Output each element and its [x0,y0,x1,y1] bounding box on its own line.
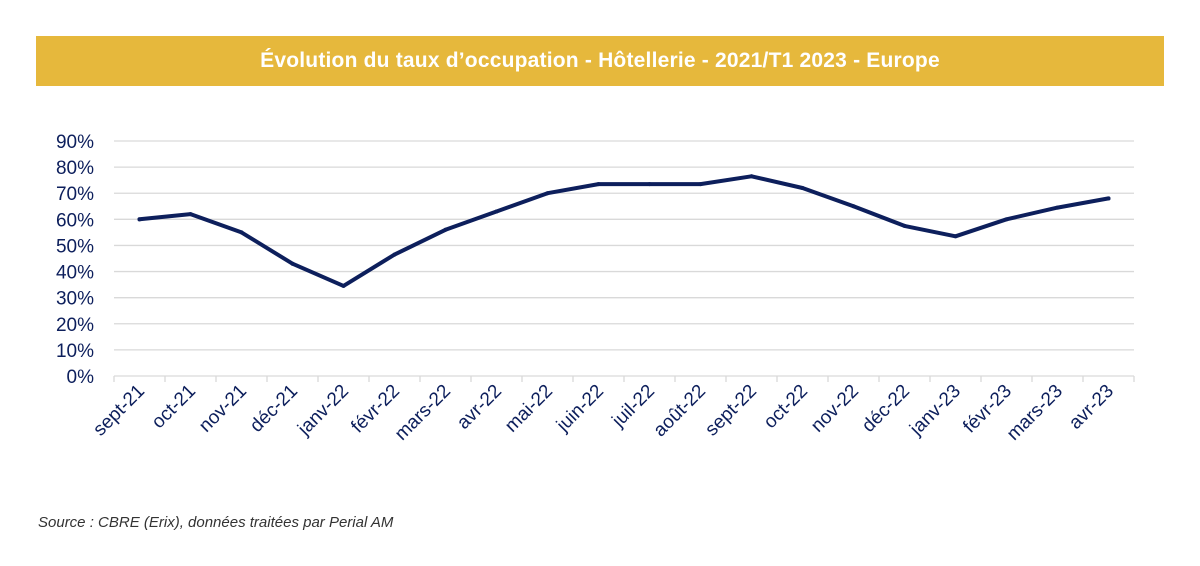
x-tick-label: nov-21 [195,381,251,437]
data-point [1055,205,1060,210]
y-tick-label: 20% [56,315,94,336]
series-line [137,174,1111,288]
data-point [494,209,499,214]
axes: 0%10%20%30%40%50%60%70%80%90%sept-21oct-… [56,132,1135,445]
data-point [137,217,142,222]
data-point [851,204,856,209]
x-tick-label: oct-22 [760,381,812,433]
x-tick-label: mars-22 [391,381,455,445]
y-tick-label: 50% [56,236,94,257]
data-point [188,212,193,217]
data-point [1106,196,1111,201]
gridlines [114,140,1134,351]
data-point [953,234,958,239]
data-point [239,230,244,235]
data-point [341,283,346,288]
x-tick-label: juin-22 [552,381,608,437]
x-tick-label: avr-23 [1065,381,1118,434]
x-tick-label: janv-23 [905,381,965,441]
data-point [596,182,601,187]
y-tick-label: 80% [56,158,94,179]
y-tick-label: 60% [56,210,94,231]
x-tick-label: janv-22 [293,381,353,441]
y-tick-label: 30% [56,289,94,310]
x-tick-label: sept-21 [89,381,149,441]
source-note: Source : CBRE (Erix), données traitées p… [38,514,394,531]
y-tick-label: 90% [56,132,94,153]
data-point [1004,217,1009,222]
data-point [392,252,397,257]
chart-title: Évolution du taux d’occupation - Hôtelle… [260,49,940,72]
data-point [902,223,907,228]
data-point [698,182,703,187]
series-layer [137,174,1111,288]
data-point [290,261,295,266]
x-tick-label: sept-22 [701,381,761,441]
data-point [647,182,652,187]
data-point [545,191,550,196]
x-tick-label: nov-22 [807,381,863,437]
y-tick-label: 70% [56,184,94,205]
x-tick-label: mai-22 [501,381,557,437]
x-tick-label: déc-21 [246,381,302,437]
chart-title-bar: Évolution du taux d’occupation - Hôtelle… [36,36,1164,86]
y-tick-label: 0% [67,367,95,388]
x-tick-label: avr-22 [453,381,506,434]
x-tick-label: déc-22 [858,381,914,437]
x-tick-label: août-22 [650,381,710,441]
data-point [443,227,448,232]
data-point [749,174,754,179]
x-tick-label: mars-23 [1003,381,1067,445]
y-tick-label: 40% [56,263,94,284]
y-tick-label: 10% [56,341,94,362]
x-tick-label: oct-21 [148,381,200,433]
data-point [800,186,805,190]
